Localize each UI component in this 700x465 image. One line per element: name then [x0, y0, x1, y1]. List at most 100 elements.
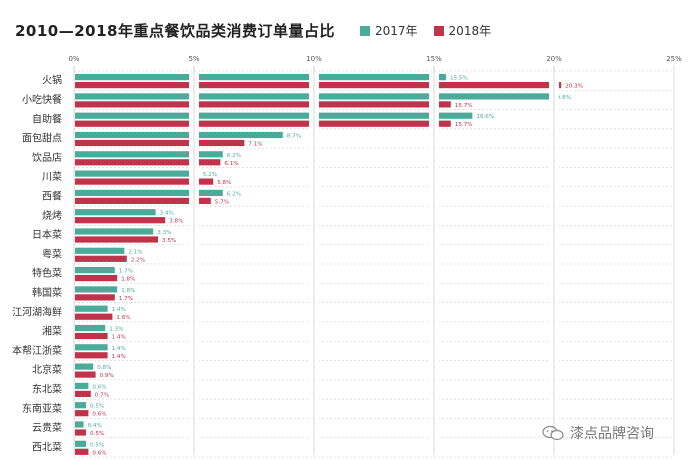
- bar-2018: [75, 294, 115, 301]
- bar-2017: [75, 286, 118, 293]
- value-label-2018: 1.8%: [121, 277, 135, 283]
- value-label-2017: 0.4%: [88, 423, 102, 429]
- bar-2017: [75, 402, 86, 409]
- bar-2017: [75, 440, 86, 447]
- bar-2017: [75, 151, 223, 158]
- bar-2018: [75, 159, 221, 166]
- bar-2017: [75, 305, 108, 312]
- value-label-2018: 0.6%: [92, 450, 106, 456]
- bar-2018: [75, 332, 108, 340]
- value-label-2018: 5.8%: [217, 180, 231, 186]
- value-label-2018: 1.4%: [112, 354, 126, 360]
- bar-2018: [75, 275, 118, 282]
- value-label-2017: 19.8%: [553, 95, 571, 101]
- bar-2018: [75, 82, 562, 89]
- x-tick-label: 0%: [68, 55, 79, 63]
- wechat-icon: [542, 425, 564, 441]
- category-label: 粤菜: [42, 247, 62, 260]
- category-label: 西北菜: [32, 441, 62, 453]
- bar-2018: [75, 410, 89, 417]
- bar-2017: [75, 74, 446, 81]
- bar-2018: [75, 352, 108, 359]
- x-tick-label: 20%: [546, 55, 562, 63]
- value-label-2018: 15.7%: [455, 103, 473, 109]
- bar-2017: [75, 344, 108, 351]
- value-label-2018: 15.7%: [455, 122, 473, 128]
- x-tick-label: 10%: [306, 55, 322, 63]
- category-label: 小吃快餐: [22, 93, 62, 106]
- bar-2017: [75, 209, 156, 216]
- category-label: 东北菜: [32, 382, 62, 395]
- legend-item-2017: 2017年: [360, 22, 418, 39]
- category-label: 云贵菜: [32, 421, 62, 434]
- bar-2017: [75, 170, 199, 177]
- bar-2017: [75, 131, 283, 139]
- bar-2018: [75, 139, 245, 147]
- value-label-2017: 3.4%: [160, 211, 174, 217]
- watermark-text: 漆点品牌咨询: [570, 426, 654, 442]
- value-label-2018: 0.6%: [92, 412, 106, 418]
- category-label: 川菜: [42, 171, 62, 183]
- category-label: 江河湖海鲜: [12, 305, 62, 318]
- bar-2017: [75, 247, 125, 254]
- category-label: 自助餐: [32, 112, 62, 125]
- value-label-2018: 1.4%: [112, 335, 126, 341]
- category-label: 火锅: [42, 75, 62, 87]
- category-label: 本帮江浙菜: [12, 344, 62, 357]
- chart-title: 2010—2018年重点餐饮品类消费订单量占比: [15, 22, 335, 40]
- value-label-2017: 16.6%: [476, 114, 494, 120]
- value-label-2017: 1.8%: [121, 288, 135, 294]
- bar-2018: [75, 217, 166, 224]
- value-label-2017: 6.2%: [227, 191, 241, 197]
- category-label: 韩国菜: [32, 286, 62, 299]
- watermark: 漆点品牌咨询: [542, 423, 654, 443]
- bar-2017: [75, 267, 115, 274]
- value-label-2018: 5.7%: [215, 199, 229, 205]
- bar-2017: [75, 421, 84, 428]
- legend-swatch-2018: [433, 25, 444, 36]
- value-label-2018: 1.7%: [119, 296, 133, 302]
- category-label: 饮品店: [32, 151, 62, 164]
- value-label-2017: 1.4%: [112, 307, 126, 313]
- value-label-2017: 0.6%: [92, 384, 106, 390]
- value-label-2018: 2.2%: [131, 257, 145, 263]
- x-tick-label: 25%: [666, 55, 682, 63]
- value-label-2017: 3.3%: [157, 230, 171, 236]
- legend-swatch-2017: [360, 25, 370, 36]
- value-label-2018: 6.1%: [224, 161, 238, 167]
- category-label: 西餐: [42, 189, 62, 202]
- category-label: 面包甜点: [22, 132, 62, 145]
- bar-2018: [75, 313, 113, 320]
- value-label-2018: 3.8%: [169, 219, 183, 225]
- value-label-2017: 6.2%: [227, 153, 241, 159]
- value-label-2018: 1.6%: [116, 315, 130, 321]
- chart-legend: 2017年 2018年: [360, 22, 507, 39]
- category-label: 特色菜: [32, 267, 62, 280]
- legend-label-2017: 2017年: [375, 24, 418, 38]
- value-label-2017: 0.5%: [90, 404, 104, 410]
- category-label: 湘菜: [42, 325, 62, 338]
- x-tick-label: 5%: [188, 55, 199, 63]
- value-label-2018: 0.5%: [90, 431, 104, 437]
- value-label-2017: 0.5%: [90, 442, 104, 448]
- bar-2018: [75, 390, 91, 397]
- bar-2017: [75, 382, 89, 389]
- bar-2017: [75, 228, 154, 235]
- bar-2017: [75, 93, 550, 100]
- x-tick-label: 15%: [426, 55, 442, 63]
- value-label-2018: 3.5%: [162, 238, 176, 244]
- bar-2018: [75, 101, 451, 108]
- bar-2017: [75, 363, 94, 370]
- category-label: 北京菜: [32, 363, 62, 376]
- value-label-2017: 1.4%: [112, 346, 126, 352]
- bar-2017: [75, 324, 106, 332]
- value-label-2017: 5.2%: [203, 172, 217, 178]
- value-label-2017: 1.3%: [109, 327, 123, 333]
- legend-item-2018: 2018年: [433, 22, 491, 39]
- bar-2018: [75, 236, 158, 243]
- bar-2018: [75, 178, 214, 185]
- value-label-2017: 2.1%: [128, 249, 142, 255]
- bar-2018: [75, 255, 127, 262]
- bar-2018: [75, 120, 451, 127]
